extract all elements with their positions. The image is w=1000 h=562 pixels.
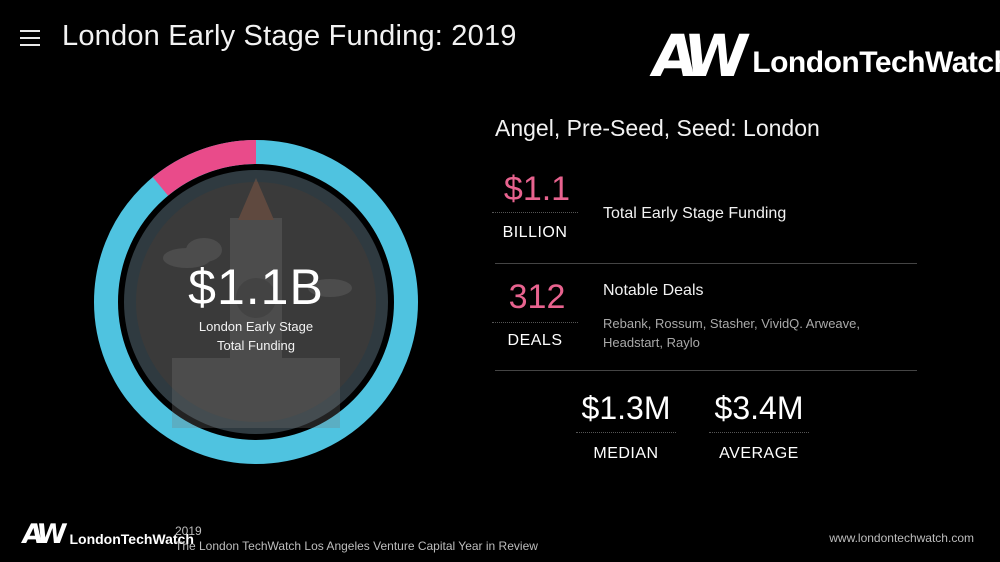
funding-label: Total Early Stage Funding <box>603 205 787 222</box>
funding-donut <box>94 140 418 464</box>
footer-year: 2019 <box>175 524 202 538</box>
funding-value: $1.1 <box>503 170 571 208</box>
deals-label: Notable Deals <box>603 282 704 299</box>
donut-caption-line2: Total Funding <box>216 338 296 353</box>
section-title: Angel, Pre-Seed, Seed: London <box>495 115 820 141</box>
donut-highlight-segment <box>152 140 257 196</box>
deal-list: Rebank, Rossum, Stasher, VividQ. Arweave… <box>603 314 860 352</box>
deal-list-line1: Rebank, Rossum, Stasher, VividQ. Arweave… <box>603 316 860 331</box>
footer-subtitle: The London TechWatch Los Angeles Venture… <box>175 539 538 553</box>
median-label: MEDIAN <box>593 445 659 462</box>
average-dotted-rule <box>709 432 809 433</box>
big-ben-icon <box>163 178 352 428</box>
median-value: $1.3M <box>581 390 671 426</box>
footer-brand-mark: AW <box>19 519 64 550</box>
donut-caption-line1: London Early Stage <box>198 319 314 334</box>
divider <box>495 370 917 371</box>
donut-caption: London Early Stage Total Funding <box>92 317 420 355</box>
brand-name: LondonTechWatch <box>752 46 1000 79</box>
deal-list-line2: Headstart, Raylo <box>603 335 700 350</box>
average-label: AVERAGE <box>719 445 799 462</box>
footer-brand-logo: AW LondonTechWatch <box>19 519 194 550</box>
deals-unit: DEALS <box>507 332 563 349</box>
brand-logo: AW LondonTechWatch <box>647 22 1000 90</box>
funding-unit: BILLION <box>502 224 568 241</box>
funding-dotted-rule <box>492 212 578 213</box>
hamburger-menu-icon[interactable] <box>20 30 40 48</box>
divider <box>495 263 917 264</box>
donut-value: $1.1B <box>188 259 324 315</box>
donut-inner <box>136 182 376 422</box>
median-dotted-rule <box>576 432 676 433</box>
brand-mark: AW <box>647 22 744 90</box>
footer-url[interactable]: www.londontechwatch.com <box>829 531 974 545</box>
deals-value: 312 <box>508 278 566 316</box>
page-title: London Early Stage Funding: 2019 <box>62 20 517 52</box>
footer-brand-name: LondonTechWatch <box>69 531 194 547</box>
average-value: $3.4M <box>714 390 804 426</box>
deals-dotted-rule <box>492 322 578 323</box>
